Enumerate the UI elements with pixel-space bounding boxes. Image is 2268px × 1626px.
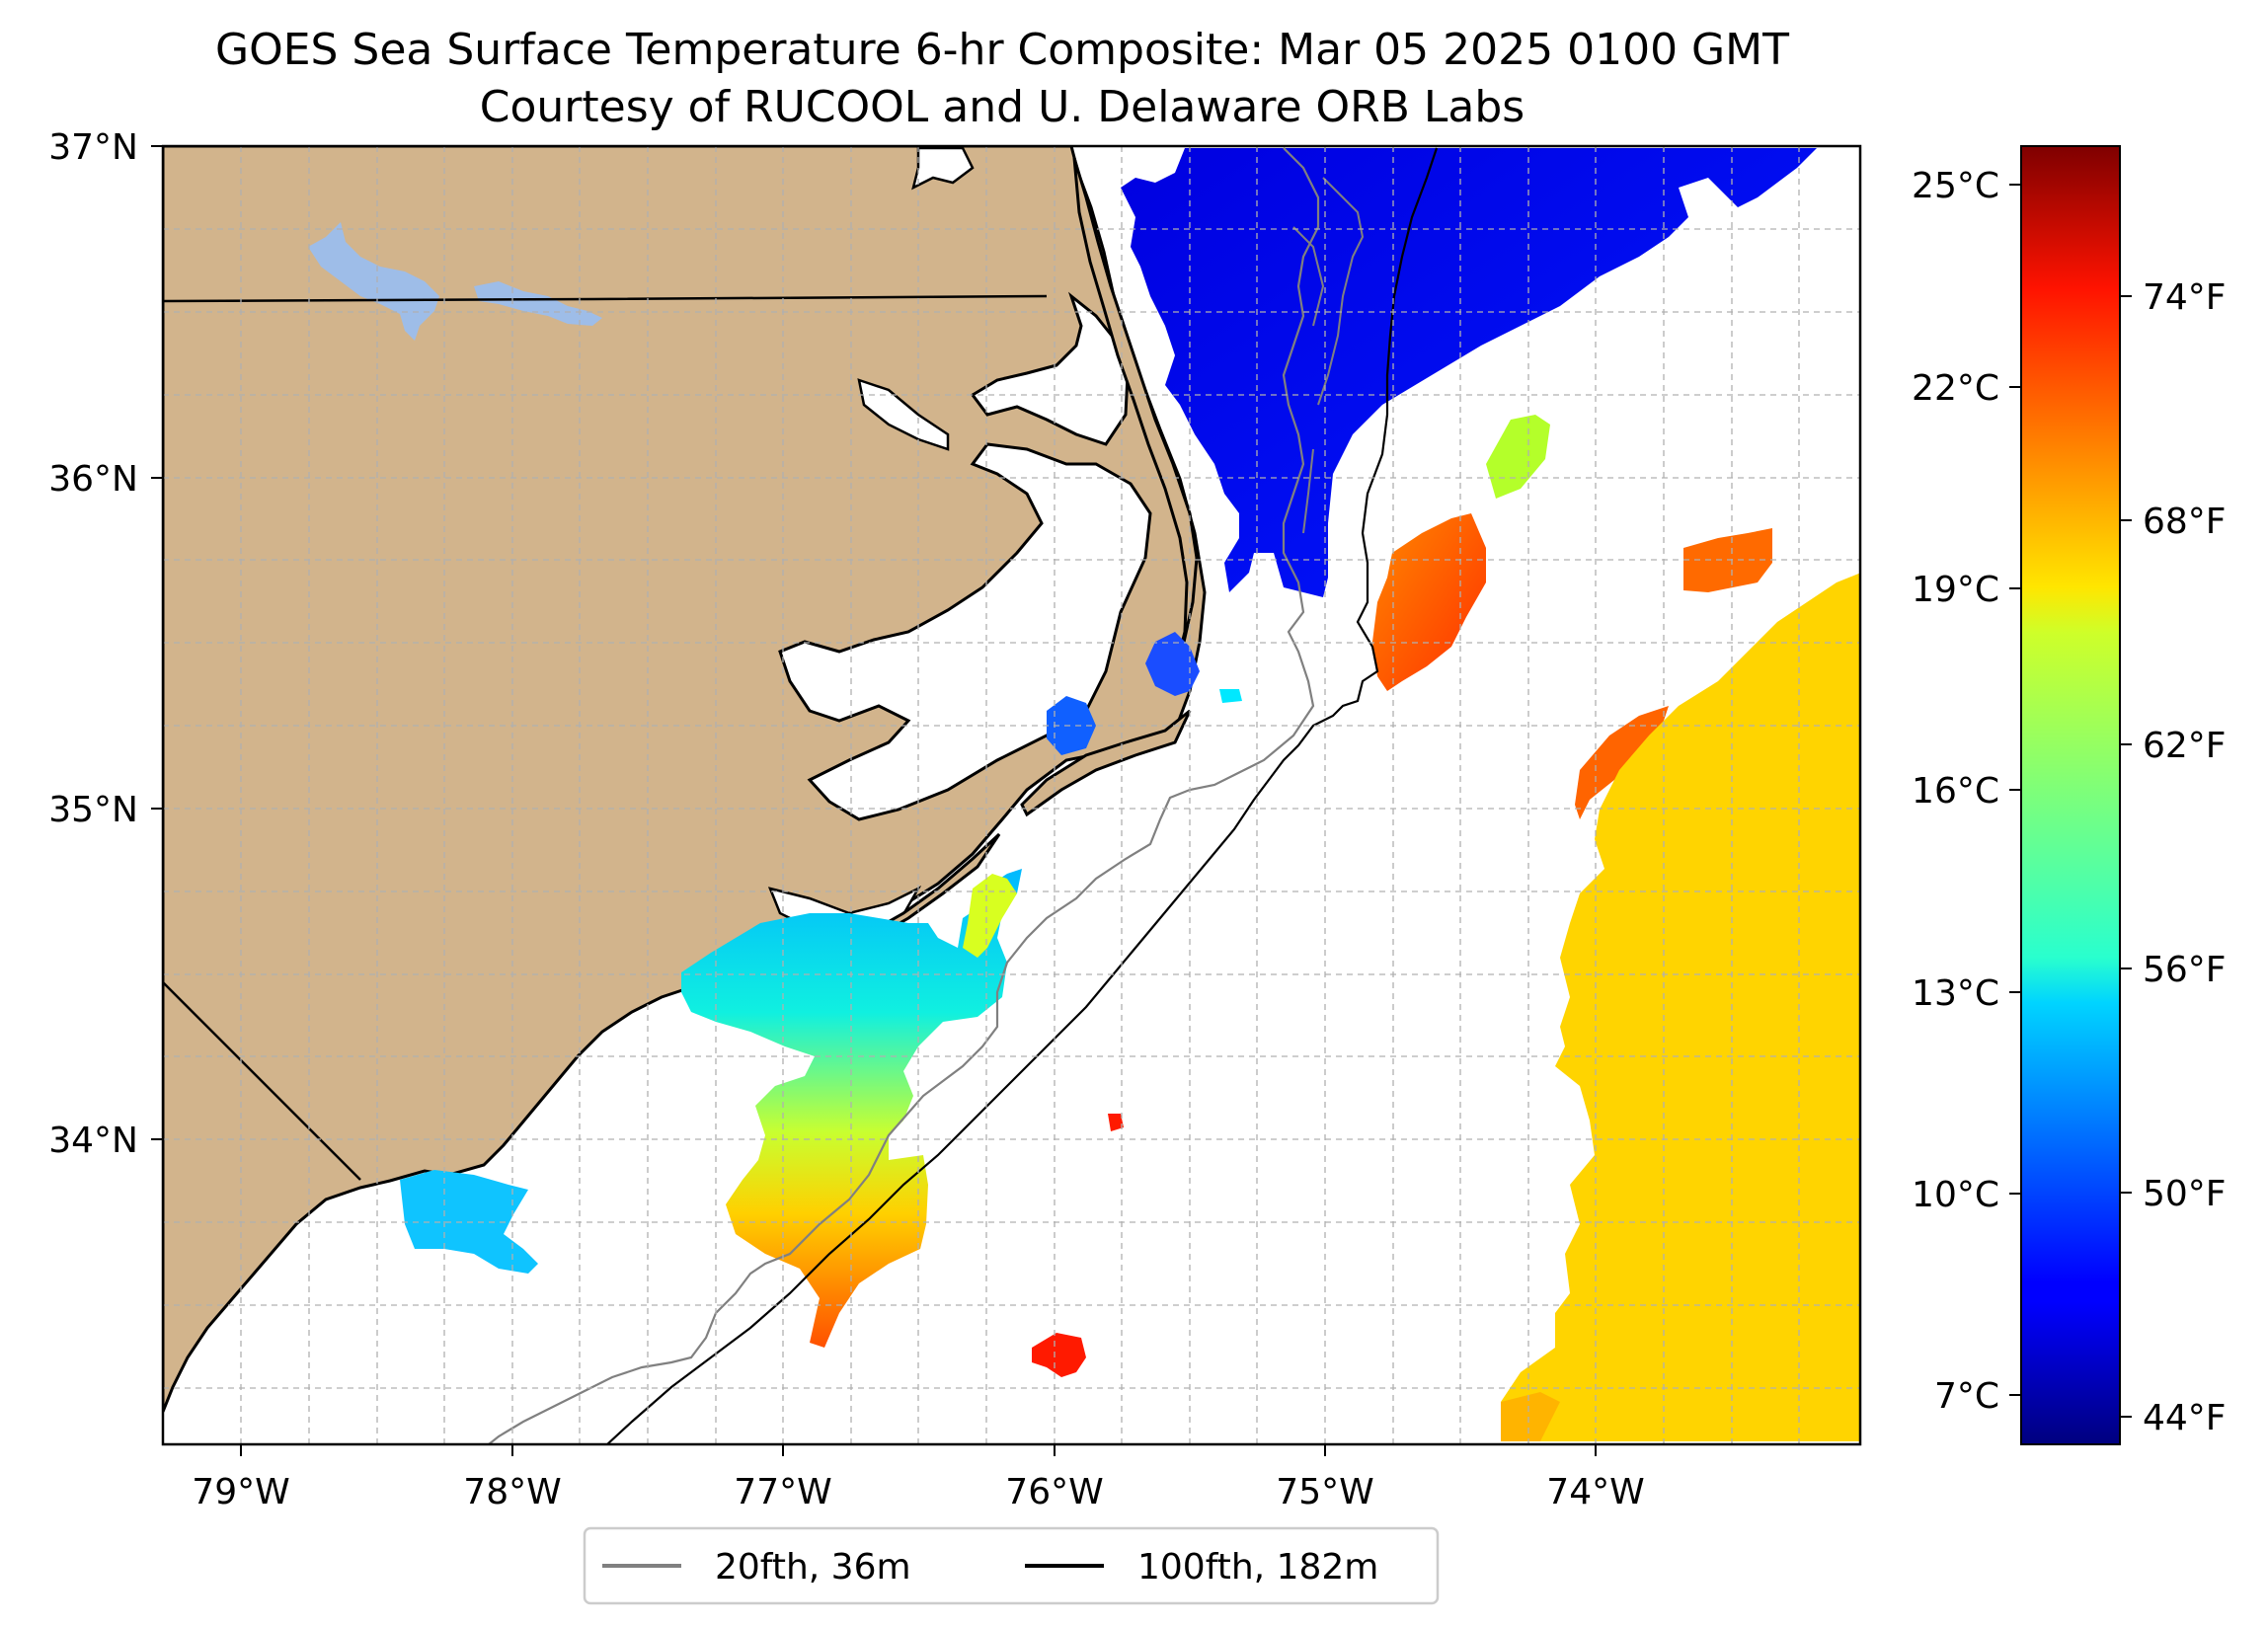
- lake-gaston: [308, 222, 439, 341]
- sst-eddy-orange-large: [1372, 513, 1486, 691]
- lat-tick-label: 37°N: [48, 127, 138, 168]
- isobath-100fth: [606, 147, 1439, 1444]
- sst-red-dot: [1108, 1114, 1124, 1131]
- colorbar-fahrenheit-ticks: [2120, 295, 2132, 1418]
- lat-tick-label: 36°N: [48, 459, 138, 500]
- kerr-lake-east: [474, 281, 602, 326]
- fahrenheit-tick-label: 68°F: [2143, 502, 2227, 542]
- lon-tick-label: 75°W: [1276, 1472, 1373, 1512]
- fahrenheit-tick-label: 56°F: [2143, 950, 2227, 990]
- fahrenheit-tick-label: 74°F: [2143, 277, 2227, 318]
- celsius-tick-label: 13°C: [1912, 973, 1999, 1014]
- lon-tick-label: 74°W: [1546, 1472, 1644, 1512]
- isobath-20fth-northern-shoals: [1292, 177, 1365, 534]
- sst-blue-patch-2: [1047, 696, 1096, 755]
- lon-tick-label: 77°W: [734, 1472, 831, 1512]
- legend: 20fth, 36m 100fth, 182m: [583, 1526, 1440, 1605]
- colorbar-celsius-ticks: [2009, 184, 2021, 1396]
- sst-south-plume: [681, 869, 1022, 1348]
- nc-sc-border: [163, 981, 361, 1181]
- legend-box: [583, 1526, 1440, 1605]
- sst-cold-northern: [1121, 148, 1817, 597]
- lat-tick-label: 34°N: [48, 1121, 138, 1161]
- celsius-tick-label: 10°C: [1912, 1175, 1999, 1215]
- northern-inlet: [911, 146, 975, 191]
- sst-gulf-stream-south-edge: [1501, 1392, 1560, 1441]
- chart-subtitle: Courtesy of RUCOOL and U. Delaware ORB L…: [480, 82, 1525, 132]
- axis-ticks: [151, 145, 1597, 1456]
- fahrenheit-tick-label: 44°F: [2143, 1398, 2227, 1438]
- colorbar: [2020, 145, 2121, 1445]
- sst-red-spot: [1032, 1333, 1086, 1377]
- lon-tick-label: 79°W: [192, 1472, 289, 1512]
- celsius-tick-label: 25°C: [1912, 166, 1999, 206]
- sst-cyan-dots: [1219, 689, 1242, 703]
- river-inlet-1: [857, 378, 950, 451]
- isobath-20fth: [488, 147, 1320, 1444]
- gridlines: [163, 146, 1860, 1443]
- celsius-tick-label: 16°C: [1912, 771, 1999, 812]
- sst-blue-patch-1: [1145, 632, 1200, 696]
- fahrenheit-tick-label: 62°F: [2143, 726, 2227, 766]
- legend-label-20fth: 20fth, 36m: [715, 1547, 911, 1587]
- sst-gulf-stream: [1501, 573, 1860, 1441]
- lon-tick-label: 78°W: [463, 1472, 561, 1512]
- celsius-tick-label: 19°C: [1912, 570, 1999, 610]
- lat-tick-label: 35°N: [48, 790, 138, 830]
- sst-eddy-orange-mid: [1575, 706, 1669, 819]
- chart-title: GOES Sea Surface Temperature 6-hr Compos…: [215, 25, 1789, 75]
- celsius-tick-label: 22°C: [1912, 368, 1999, 409]
- sst-green-patch: [963, 874, 1017, 958]
- map-area: [163, 146, 1860, 1444]
- outer-banks-south: [1020, 709, 1192, 817]
- fahrenheit-tick-label: 50°F: [2143, 1174, 2227, 1214]
- va-nc-border: [163, 294, 1048, 303]
- map-frame: [161, 144, 1862, 1446]
- celsius-tick-label: 7°C: [1934, 1376, 1999, 1417]
- lon-tick-label: 76°W: [1005, 1472, 1103, 1512]
- legend-label-100fth: 100fth, 182m: [1137, 1547, 1378, 1587]
